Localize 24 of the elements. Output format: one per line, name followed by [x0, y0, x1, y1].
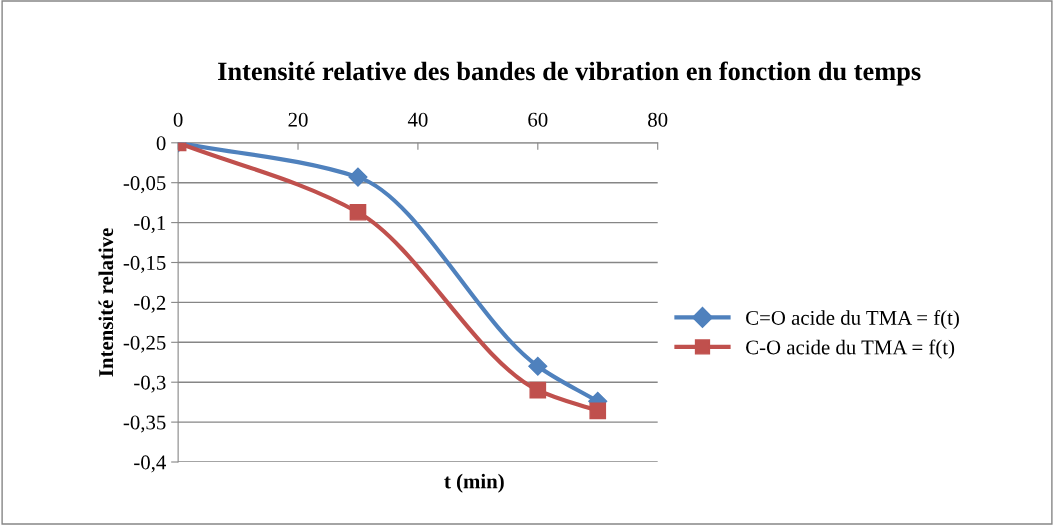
- y-tick-label: -0,3: [134, 375, 166, 393]
- x-axis-title: t (min): [444, 473, 504, 493]
- y-tick-label: -0,05: [123, 176, 166, 194]
- legend-label: C=O acide du TMA = f(t): [746, 310, 959, 330]
- legend-label: C-O acide du TMA = f(t): [746, 339, 955, 359]
- x-tick-label: 40: [407, 112, 428, 127]
- point: [348, 167, 368, 187]
- y-tick-label: -0,1: [134, 215, 166, 234]
- x-tick-label: 0: [173, 112, 183, 127]
- y-tick-label: 0: [156, 136, 166, 151]
- y-tick-label: -0,25: [123, 335, 166, 353]
- point: [528, 356, 548, 376]
- x-tick-label: 80: [648, 112, 668, 127]
- y-axis-title: Intensité relative: [98, 228, 114, 377]
- point: [349, 203, 367, 221]
- x-tick-label: 20: [288, 112, 308, 127]
- y-tick-label: -0,2: [134, 295, 166, 313]
- y-tick-label: -0,15: [123, 255, 166, 273]
- point: [529, 381, 547, 399]
- y-tick-label: -0,4: [134, 455, 166, 473]
- chart-title: Intensité relative des bandes de vibration en fonction du temps: [218, 61, 921, 86]
- point: [589, 402, 607, 420]
- y-tick-label: -0,35: [123, 415, 166, 433]
- x-tick-label: 60: [528, 112, 548, 127]
